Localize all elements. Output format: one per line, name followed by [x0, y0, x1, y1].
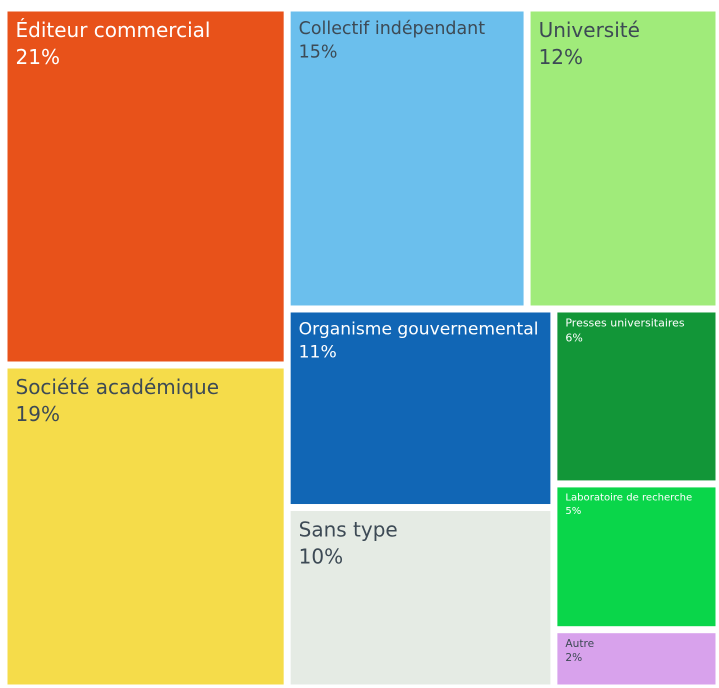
tile-label: Collectif indépendant — [299, 19, 486, 39]
tile-label: Université — [539, 18, 640, 42]
tile-value-label: 5% — [565, 506, 581, 517]
tile-value-label: 10% — [299, 545, 343, 569]
tile — [290, 511, 551, 685]
tile-value-label: 19% — [16, 402, 60, 426]
tile — [7, 368, 284, 685]
tile — [290, 11, 524, 306]
tile-value-label: 15% — [299, 43, 338, 63]
tile-value-label: 2% — [565, 652, 582, 664]
tile — [557, 312, 716, 481]
tile-label: Sans type — [299, 518, 398, 542]
tile-value-label: 11% — [299, 343, 337, 363]
tile-label: Laboratoire de recherche — [565, 492, 692, 503]
tile-label: Éditeur commercial — [16, 18, 211, 42]
tile-value-label: 21% — [16, 45, 60, 69]
tile-label: Société académique — [16, 375, 220, 399]
tile-value-label: 6% — [565, 331, 582, 344]
tile — [557, 633, 716, 685]
tile — [557, 487, 716, 627]
tile-label: Organisme gouvernemental — [299, 320, 539, 340]
tile — [7, 11, 284, 362]
tile-label: Presses universitaires — [565, 316, 685, 329]
tile-label: Autre — [565, 638, 594, 650]
tile-value-label: 12% — [539, 45, 583, 69]
tile — [530, 11, 716, 306]
tile — [290, 312, 551, 505]
